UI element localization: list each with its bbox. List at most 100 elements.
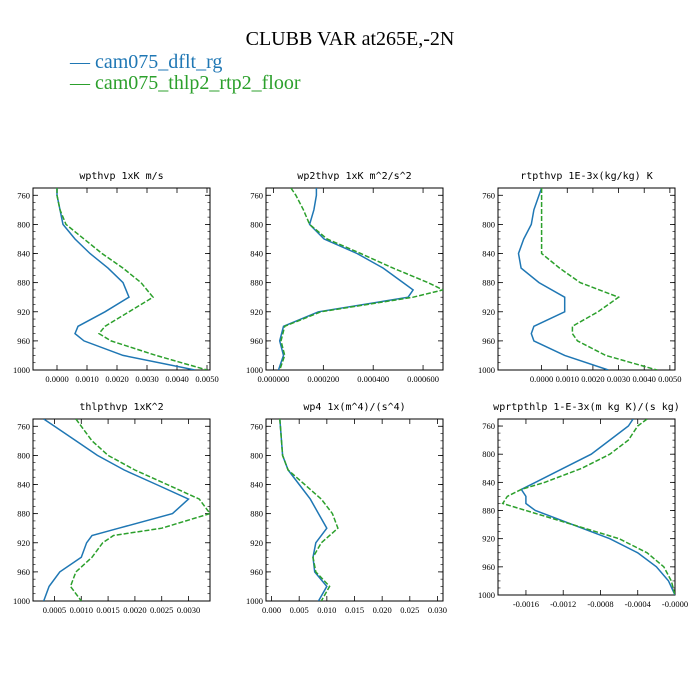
x-tick-label: 0.0000 xyxy=(45,374,68,384)
x-tick-label: 0.0025 xyxy=(150,605,173,615)
y-tick-label: 960 xyxy=(482,336,495,346)
y-tick-label: 840 xyxy=(250,249,263,259)
panel-title: rtpthvp 1E-3x(kg/kg) K xyxy=(520,171,652,182)
y-tick-label: 920 xyxy=(482,307,495,317)
series-line-floor xyxy=(69,419,210,601)
y-tick-label: 760 xyxy=(250,190,263,200)
x-tick-label: -0.0016 xyxy=(513,599,539,609)
series-line-dflt xyxy=(42,419,190,601)
y-tick-label: 920 xyxy=(17,538,30,548)
series-line-dflt xyxy=(279,419,328,601)
y-tick-label: 800 xyxy=(17,450,30,460)
plot-frame xyxy=(497,418,676,596)
y-tick-label: 920 xyxy=(17,307,30,317)
y-tick-label: 960 xyxy=(250,567,263,577)
y-tick-label: 1000 xyxy=(13,365,30,375)
y-tick-label: 1000 xyxy=(13,596,30,606)
y-tick-label: 880 xyxy=(17,278,30,288)
y-tick-label: 880 xyxy=(482,506,495,516)
y-tick-label: 880 xyxy=(250,278,263,288)
x-tick-label: 0.0030 xyxy=(607,374,630,384)
y-tick-label: 840 xyxy=(17,480,30,490)
page-title: CLUBB VAR at265E,-2N xyxy=(245,28,455,50)
y-tick-label: 880 xyxy=(250,509,263,519)
x-tick-label: 0.0005 xyxy=(43,605,66,615)
x-tick-label: 0.000000 xyxy=(258,374,290,384)
series-line-dflt xyxy=(520,419,675,595)
panel-title: wprtpthlp 1-E-3x(m kg K)/(s kg) xyxy=(493,402,680,413)
series-line-floor xyxy=(501,419,675,595)
x-tick-label: 0.0000 xyxy=(530,374,553,384)
series-line-dflt xyxy=(277,188,415,370)
x-tick-label: 0.000600 xyxy=(407,374,439,384)
panel-2: rtpthvp 1E-3x(kg/kg) K 760 800 840 880 920 960… xyxy=(478,171,682,384)
series-line-floor xyxy=(279,419,339,601)
x-tick-label: 0.000400 xyxy=(357,374,389,384)
panel-5: wprtpthlp 1-E-3x(m kg K)/(s kg) 760 800 840… xyxy=(478,402,688,609)
panel-title: wpthvp 1xK m/s xyxy=(79,171,163,182)
x-tick-label: 0.0020 xyxy=(105,374,128,384)
legend-entry-floor: — cam075_thlp2_rtp2_floor xyxy=(70,72,301,94)
x-tick-label: 0.015 xyxy=(345,605,364,615)
x-tick-label: 0.0040 xyxy=(633,374,656,384)
x-tick-label: 0.0020 xyxy=(581,374,604,384)
x-tick-label: -0.0008 xyxy=(587,599,613,609)
y-tick-label: 1000 xyxy=(246,596,263,606)
panel-4: wp4 1x(m^4)/(s^4)76080084088092096010000… xyxy=(246,402,447,615)
y-tick-label: 920 xyxy=(250,538,263,548)
y-tick-label: 960 xyxy=(17,336,30,346)
y-tick-label: 920 xyxy=(250,307,263,317)
panel-title: wp2thvp 1xK m^2/s^2 xyxy=(297,171,411,182)
x-tick-label: 0.0010 xyxy=(556,374,579,384)
x-tick-label: -0.0000 xyxy=(662,599,688,609)
y-tick-label: 760 xyxy=(17,190,30,200)
series-line-floor xyxy=(278,188,443,370)
x-tick-label: 0.0050 xyxy=(195,374,218,384)
panel-title: wp4 1x(m^4)/(s^4) xyxy=(303,402,405,413)
y-tick-label: 1000 xyxy=(246,365,263,375)
plot-frame xyxy=(265,418,444,602)
x-tick-label: 0.0050 xyxy=(658,374,681,384)
y-tick-label: 960 xyxy=(17,567,30,577)
panel-1: wp2thvp 1xK m^2/s^2 760 800 840 880 920 960 100… xyxy=(246,171,444,384)
x-tick-label: 0.005 xyxy=(290,605,309,615)
x-tick-label: 0.000 xyxy=(262,605,281,615)
x-tick-label: -0.0004 xyxy=(625,599,652,609)
series-line-dflt xyxy=(56,188,196,370)
y-tick-label: 840 xyxy=(482,249,495,259)
y-tick-label: 920 xyxy=(482,534,495,544)
x-tick-label: -0.0012 xyxy=(550,599,576,609)
y-tick-label: 880 xyxy=(482,278,495,288)
y-tick-label: 800 xyxy=(250,450,263,460)
y-tick-label: 760 xyxy=(250,421,263,431)
panel-title: thlpthvp 1xK^2 xyxy=(79,402,163,413)
x-tick-label: 0.0010 xyxy=(75,374,98,384)
x-tick-label: 0.0020 xyxy=(123,605,146,615)
y-tick-label: 800 xyxy=(482,219,495,229)
plot-frame xyxy=(32,187,211,371)
plot-frame xyxy=(497,187,676,371)
y-tick-label: 880 xyxy=(17,509,30,519)
y-tick-label: 840 xyxy=(250,480,263,490)
y-tick-label: 1000 xyxy=(478,590,495,600)
y-tick-label: 960 xyxy=(250,336,263,346)
series-line-floor xyxy=(56,188,208,370)
series-line-dflt xyxy=(517,188,609,370)
y-tick-label: 840 xyxy=(17,249,30,259)
y-tick-label: 800 xyxy=(250,219,263,229)
y-tick-label: 960 xyxy=(482,562,495,572)
x-tick-label: 0.000200 xyxy=(307,374,339,384)
x-tick-label: 0.025 xyxy=(400,605,419,615)
x-tick-label: 0.0030 xyxy=(177,605,200,615)
y-tick-label: 800 xyxy=(17,219,30,229)
legend-entry-dflt: — cam075_dflt_rg xyxy=(70,51,223,73)
y-tick-label: 760 xyxy=(482,190,495,200)
y-tick-label: 760 xyxy=(482,421,495,431)
panel-3: thlpthvp 1xK^2 760 800 840 880 920 960 1000 0.00… xyxy=(13,402,211,615)
y-tick-label: 1000 xyxy=(478,365,495,375)
x-tick-label: 0.010 xyxy=(317,605,336,615)
x-tick-label: 0.0030 xyxy=(135,374,158,384)
y-tick-label: 840 xyxy=(482,477,495,487)
x-tick-label: 0.020 xyxy=(373,605,392,615)
